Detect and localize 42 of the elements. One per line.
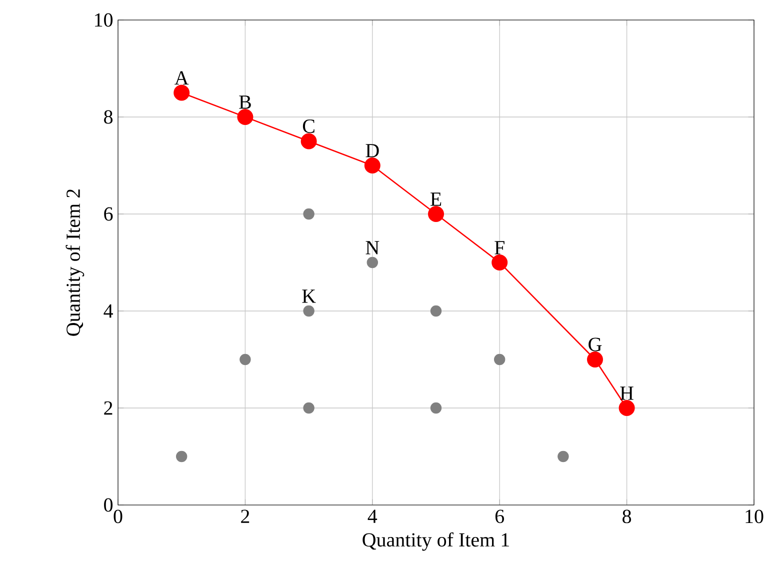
x-tick-label: 0	[114, 510, 122, 524]
point	[366, 256, 378, 268]
y-tick-label: 0	[104, 498, 113, 512]
point	[494, 354, 506, 366]
annotation: H	[620, 386, 634, 400]
annotation: N	[366, 241, 380, 254]
point	[237, 108, 254, 125]
point	[492, 254, 508, 270]
point	[174, 84, 190, 101]
point	[303, 402, 314, 414]
annotation: D	[366, 144, 379, 158]
point	[430, 305, 442, 317]
point	[430, 402, 442, 414]
annotation: A	[174, 71, 189, 84]
annotation: K	[302, 290, 316, 303]
annotation: F	[494, 241, 504, 254]
point	[176, 450, 188, 462]
x-tick-label: 8	[622, 510, 632, 524]
point	[618, 400, 635, 416]
point	[364, 157, 380, 174]
annotation: E	[430, 192, 442, 206]
x-tick-label: 2	[241, 510, 250, 523]
y-tick-label: 8	[104, 110, 113, 124]
annotation: B	[239, 96, 251, 109]
x-axis-title: Quantity of Item 1	[362, 532, 509, 551]
point	[428, 206, 444, 222]
y-axis-title: Quantity of Item 2	[66, 189, 84, 336]
y-tick-label: 10	[95, 13, 113, 27]
point	[587, 351, 604, 368]
point	[303, 208, 314, 220]
point	[240, 354, 251, 366]
annotation: C	[302, 120, 314, 133]
point	[300, 133, 317, 150]
y-tick-label: 6	[104, 207, 113, 221]
x-tick-label: 10	[746, 510, 764, 524]
point	[303, 305, 314, 317]
y-tick-label: 2	[104, 401, 112, 415]
x-tick-label: 4	[368, 510, 378, 523]
x-tick-label: 6	[495, 510, 504, 524]
point	[558, 450, 569, 462]
annotation: G	[588, 338, 602, 352]
y-tick-label: 4	[104, 304, 113, 318]
